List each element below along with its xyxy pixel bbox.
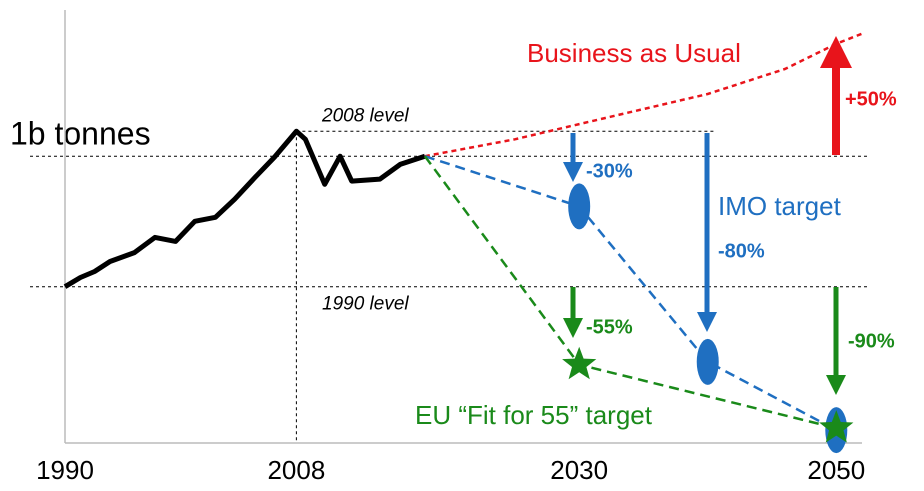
- point-marker: [568, 183, 591, 230]
- series-line: [424, 155, 837, 432]
- annotation: -90%: [848, 330, 895, 352]
- x-tick-label: 2050: [807, 455, 865, 485]
- series-line: [63, 128, 426, 289]
- point-marker: [819, 410, 854, 443]
- annotation: Business as Usual: [527, 38, 741, 68]
- y-tick-label: 1b tonnes: [10, 116, 151, 152]
- annotation: -80%: [718, 240, 765, 262]
- annotation: +50%: [845, 88, 897, 110]
- annotation: -30%: [586, 160, 633, 182]
- point-marker: [696, 338, 719, 385]
- annotation: EU “Fit for 55” target: [415, 400, 653, 430]
- annotation: -55%: [586, 316, 633, 338]
- x-tick-label: 2030: [550, 455, 608, 485]
- x-tick-label: 1990: [36, 455, 94, 485]
- reference-label: 1990 level: [322, 294, 409, 315]
- annotation: IMO target: [718, 191, 842, 221]
- point-marker: [562, 346, 597, 380]
- series-line: [424, 32, 863, 158]
- x-tick-label: 2008: [267, 455, 325, 485]
- reference-label: 2008 level: [321, 105, 409, 126]
